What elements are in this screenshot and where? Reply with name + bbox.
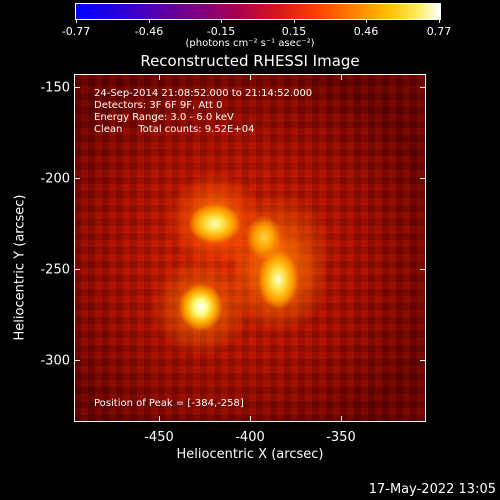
x-tick [159,416,160,422]
y-tick [74,360,80,361]
x-axis-title: Heliocentric X (arcsec) [176,447,324,462]
y-tick [74,269,80,270]
y-tick-label: -250 [40,262,70,278]
peak-position: Position of Peak = [-384,-258] [94,398,244,409]
y-tick [420,178,426,179]
colorbar-tick [221,19,222,23]
colorbar-label: -0.77 [61,25,91,38]
y-tick [420,87,426,88]
info-clean-counts: Clean Total counts: 9.52E+04 [94,124,255,135]
colorbar-label: -0.46 [134,25,164,38]
colorbar-tick [439,19,440,23]
colorbar-label: 0.46 [353,25,379,38]
y-axis-title: Heliocentric Y (arcsec) [12,194,28,341]
info-time-range: 24-Sep-2014 21:08:52.000 to 21:14:52.000 [94,88,313,99]
x-tick-label: -400 [235,430,265,445]
colorbar-units: (photons cm⁻² s⁻¹ asec⁻²) [185,38,315,49]
timestamp: 17-May-2022 13:05 [368,482,496,497]
x-tick [250,74,251,80]
y-tick [74,87,80,88]
image-title: Reconstructed RHESSI Image [140,52,360,70]
x-tick-label: -450 [144,430,174,445]
y-tick [420,269,426,270]
y-tick [420,360,426,361]
colorbar-label: 0.15 [281,25,307,38]
colorbar-tick [294,19,295,23]
x-tick [341,74,342,80]
colorbar-tick [366,19,367,23]
y-tick [74,178,80,179]
x-tick [250,416,251,422]
x-tick [159,74,160,80]
colorbar [75,3,441,20]
colorbar-label: -0.15 [206,25,236,38]
y-tick-label: -300 [40,353,70,369]
colorbar-tick [149,19,150,23]
info-energy-range: Energy Range: 3.0 - 6.0 keV [94,112,234,123]
x-tick-label: -350 [326,430,356,445]
info-detectors: Detectors: 3F 6F 9F, Att 0 [94,100,223,111]
colorbar-label: 0.77 [426,25,452,38]
y-tick-label: -150 [40,80,70,96]
y-tick-label: -200 [40,171,70,187]
rhessi-image [74,74,426,422]
x-tick [341,416,342,422]
colorbar-tick [76,19,77,23]
